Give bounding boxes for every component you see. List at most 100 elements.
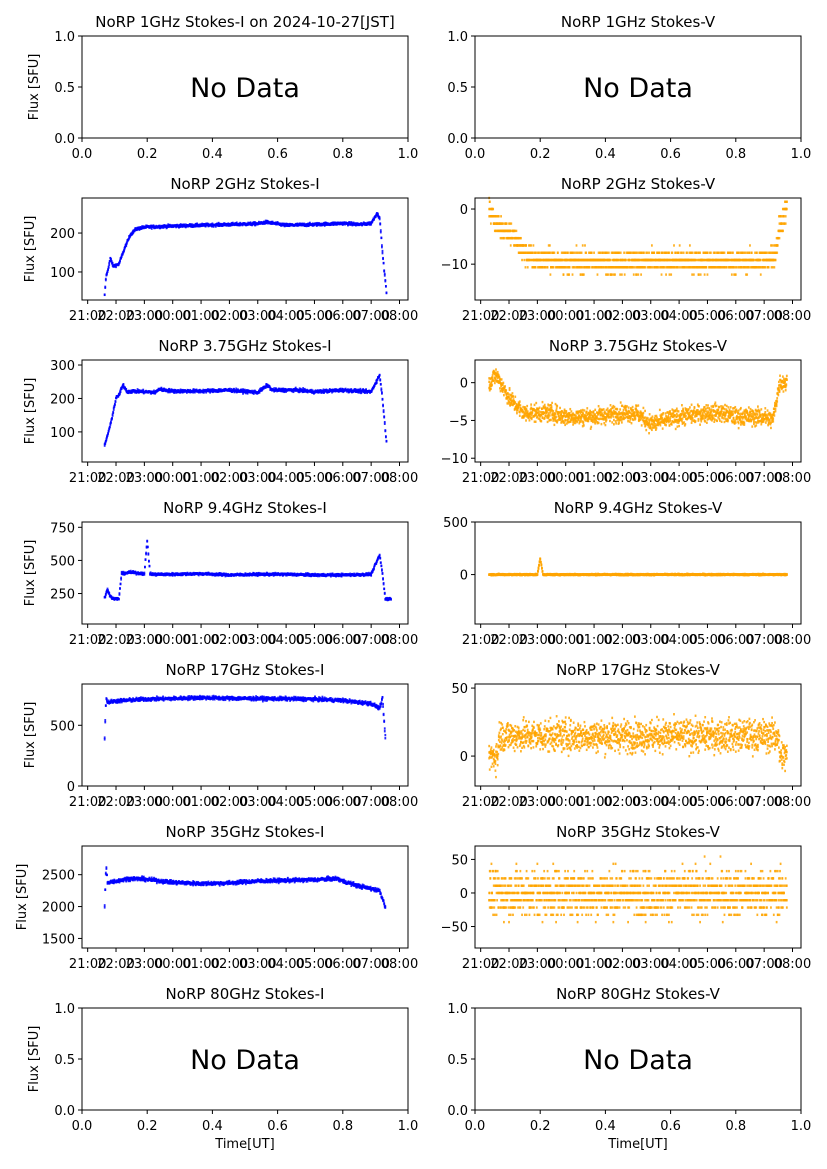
data-point xyxy=(141,225,143,228)
y-tick-label: 200 xyxy=(50,227,75,242)
data-point xyxy=(168,387,171,391)
data-point xyxy=(615,251,618,254)
data-point xyxy=(777,236,780,240)
data-point xyxy=(508,388,511,391)
data-point xyxy=(610,416,612,419)
data-point xyxy=(383,269,386,272)
data-point xyxy=(104,286,107,289)
data-point xyxy=(242,388,245,392)
data-point xyxy=(563,421,566,424)
data-point xyxy=(264,219,267,223)
data-point xyxy=(767,251,770,254)
data-point xyxy=(703,406,706,409)
x-tick-label: 22:00 xyxy=(97,309,134,324)
data-point xyxy=(547,413,550,417)
data-point xyxy=(523,406,526,409)
data-point xyxy=(643,251,645,254)
data-point xyxy=(604,251,607,254)
data-point xyxy=(597,412,600,415)
data-point xyxy=(601,408,604,412)
data-point xyxy=(534,420,537,423)
data-point xyxy=(495,375,498,378)
data-point xyxy=(357,388,360,392)
data-point xyxy=(630,251,633,254)
data-point xyxy=(580,410,583,413)
data-point xyxy=(645,416,648,420)
data-point xyxy=(713,414,716,417)
data-point xyxy=(637,404,640,407)
x-tick-label: 05:00 xyxy=(296,309,333,324)
data-point xyxy=(506,402,509,405)
data-point xyxy=(495,379,497,382)
data-point xyxy=(509,404,512,407)
data-point xyxy=(692,266,695,269)
data-point xyxy=(661,251,663,254)
data-point xyxy=(564,419,567,422)
data-point xyxy=(516,236,518,240)
data-point xyxy=(136,228,138,231)
data-point xyxy=(606,266,609,269)
data-point xyxy=(609,413,612,416)
data-point xyxy=(689,266,692,269)
data-point xyxy=(620,411,623,415)
data-point xyxy=(542,410,544,414)
data-point xyxy=(113,403,116,406)
data-point xyxy=(142,392,145,395)
data-point xyxy=(563,414,565,417)
data-point xyxy=(627,412,629,416)
data-point xyxy=(380,387,383,390)
data-point xyxy=(690,421,693,424)
data-point xyxy=(735,266,738,269)
data-point xyxy=(318,390,321,394)
data-point xyxy=(707,417,710,421)
data-point xyxy=(564,251,567,254)
data-point xyxy=(373,384,376,387)
data-point xyxy=(548,244,551,247)
data-point xyxy=(546,420,549,424)
data-point xyxy=(595,415,598,418)
data-point xyxy=(554,402,557,406)
data-point xyxy=(669,410,671,413)
data-point xyxy=(383,416,386,419)
x-tick-label: 0.2 xyxy=(137,147,158,162)
data-point xyxy=(286,222,289,226)
data-point xyxy=(205,391,208,394)
data-point xyxy=(613,423,615,426)
data-point xyxy=(594,408,597,412)
y-tick-label: 100 xyxy=(50,426,75,441)
data-point xyxy=(630,412,633,415)
data-point xyxy=(569,420,572,423)
data-point xyxy=(586,412,589,416)
data-point xyxy=(723,407,726,411)
data-point xyxy=(529,416,532,419)
data-point xyxy=(589,413,591,416)
data-point xyxy=(648,431,650,435)
data-point xyxy=(123,247,126,251)
data-point xyxy=(555,409,557,412)
data-point xyxy=(583,266,586,269)
data-point xyxy=(643,416,645,420)
data-point xyxy=(626,410,629,414)
data-point xyxy=(649,424,652,428)
data-point xyxy=(650,428,653,432)
data-point xyxy=(700,414,703,417)
data-point xyxy=(610,414,613,417)
data-point xyxy=(741,251,744,254)
data-point xyxy=(618,410,620,414)
data-point xyxy=(653,266,656,269)
data-point xyxy=(667,414,670,418)
data-point xyxy=(538,406,541,409)
x-tick-label: 22:00 xyxy=(490,309,527,324)
data-point xyxy=(509,222,512,225)
data-point xyxy=(619,251,622,254)
data-point xyxy=(565,266,568,269)
data-point xyxy=(292,390,295,394)
data-point xyxy=(650,244,653,247)
data-point xyxy=(493,379,496,382)
data-point xyxy=(673,418,676,421)
data-point xyxy=(605,418,608,422)
data-point xyxy=(598,407,601,411)
data-point xyxy=(784,215,787,218)
data-point xyxy=(514,244,517,247)
